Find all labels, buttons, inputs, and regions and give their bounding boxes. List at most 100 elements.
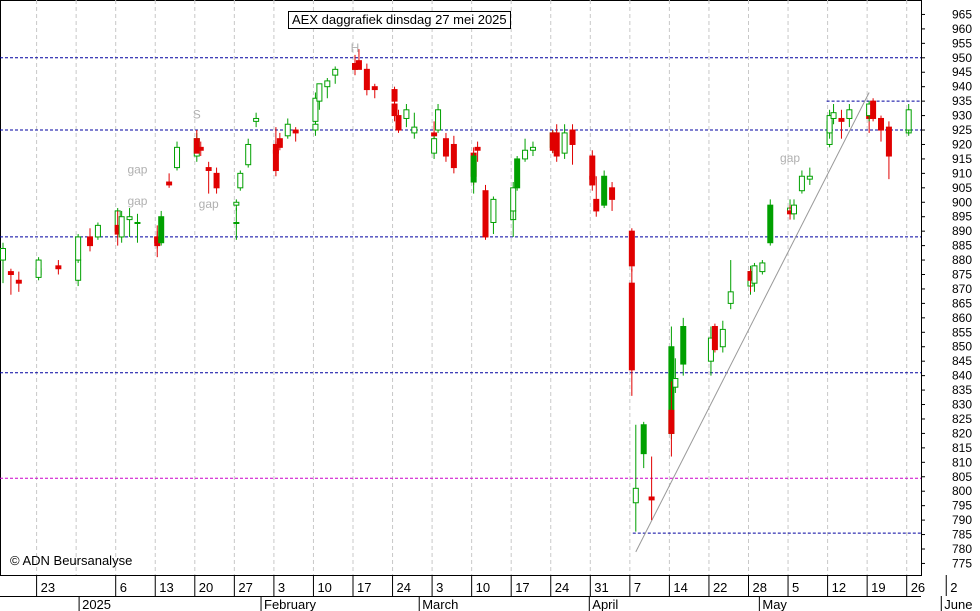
- candle-body: [0, 247, 6, 261]
- candle-body: [767, 204, 774, 244]
- y-tick-label: 775: [952, 556, 972, 570]
- candle: [55, 260, 62, 275]
- y-tick-label: 850: [952, 340, 972, 354]
- candle-body: [363, 68, 370, 91]
- annotation-label: gap: [780, 151, 800, 165]
- x-tick-label: 23: [41, 580, 55, 595]
- candle: [316, 83, 323, 110]
- candle: [158, 210, 165, 246]
- candle: [569, 124, 576, 165]
- candle: [593, 176, 600, 217]
- candle-body: [233, 201, 240, 206]
- candle: [751, 262, 758, 292]
- candle-body: [719, 328, 726, 348]
- candle: [885, 121, 892, 180]
- candle: [628, 228, 635, 272]
- candle-body: [680, 326, 687, 365]
- candle: [253, 112, 260, 128]
- y-tick-label: 815: [952, 441, 972, 455]
- candle-body: [514, 158, 521, 189]
- candle-body: [15, 279, 22, 284]
- candle-body: [411, 126, 418, 134]
- candle-body: [75, 236, 82, 261]
- grid-lines: [0, 0, 922, 576]
- candle: [719, 320, 726, 353]
- candle-body: [205, 167, 212, 171]
- candle-body: [174, 146, 181, 169]
- candle-body: [284, 123, 291, 137]
- x-axis: 23 6 13 20 27 3 10 17 24 3 10 17 24 31 7 14 22 28 5 12 19 26 2…: [0, 575, 972, 611]
- candle-body: [593, 198, 600, 212]
- month-label: 2025: [82, 597, 111, 611]
- candle-body: [601, 175, 608, 206]
- y-tick-label: 860: [952, 311, 972, 325]
- y-tick-label: 855: [952, 325, 972, 339]
- candle-body: [510, 187, 517, 212]
- y-tick-label: 885: [952, 239, 972, 253]
- candle-body: [55, 265, 62, 270]
- y-tick-label: 845: [952, 354, 972, 368]
- candle: [197, 141, 204, 157]
- candle-body: [94, 224, 101, 238]
- candle: [363, 63, 370, 96]
- candle-body: [371, 86, 378, 91]
- month-label: June: [944, 597, 972, 611]
- candle-body: [791, 204, 797, 215]
- x-tick-label: 22: [713, 580, 727, 595]
- candle: [846, 104, 853, 128]
- candle: [482, 184, 489, 240]
- candle-body: [435, 109, 442, 131]
- candle-body: [118, 216, 125, 238]
- y-axis: 7757807857907958008058108158208258308358…: [921, 7, 972, 570]
- candle-body: [569, 129, 576, 145]
- candle: [632, 424, 639, 532]
- y-tick-label: 840: [952, 369, 972, 383]
- x-tick-label: 2: [950, 580, 957, 595]
- candle: [332, 66, 339, 84]
- candle-body: [276, 138, 283, 148]
- candle: [767, 199, 774, 246]
- y-tick-label: 835: [952, 383, 972, 397]
- month-label: May: [762, 597, 787, 611]
- candle: [126, 208, 133, 237]
- x-tick-label: 14: [673, 580, 687, 595]
- candle-body: [158, 216, 165, 244]
- candle: [7, 268, 14, 295]
- candle-body: [213, 172, 220, 189]
- y-tick-label: 865: [952, 296, 972, 310]
- x-tick-label: 27: [238, 580, 252, 595]
- x-tick-label: 24: [555, 580, 569, 595]
- candle-body: [482, 190, 489, 238]
- x-tick-label: 10: [317, 580, 331, 595]
- candle-body: [628, 282, 635, 371]
- x-tick-label: 10: [476, 580, 490, 595]
- candle: [474, 141, 481, 162]
- candle-body: [391, 103, 398, 117]
- candle-body: [355, 60, 362, 70]
- candle-body: [134, 221, 141, 224]
- candle: [806, 167, 813, 185]
- candle: [395, 109, 402, 133]
- horizontal-levels: [0, 57, 921, 534]
- y-tick-label: 825: [952, 412, 972, 426]
- candle-body: [233, 221, 240, 224]
- candle-body: [316, 83, 323, 102]
- y-tick-label: 955: [952, 36, 972, 50]
- candle-body: [292, 129, 299, 134]
- candle: [514, 156, 521, 191]
- x-tick-label: 20: [199, 580, 213, 595]
- candle-body: [628, 230, 635, 267]
- candle: [628, 268, 635, 396]
- annotation-label: H: [351, 41, 360, 55]
- candle: [826, 109, 833, 139]
- month-label: April: [592, 597, 618, 611]
- candle: [233, 199, 240, 211]
- x-tick-label: 28: [752, 580, 766, 595]
- y-tick-label: 930: [952, 109, 972, 123]
- candle: [324, 78, 331, 99]
- candle: [878, 115, 885, 142]
- candle: [601, 170, 608, 209]
- x-tick-label: 17: [515, 580, 529, 595]
- x-tick-label: 31: [594, 580, 608, 595]
- candle: [245, 138, 252, 168]
